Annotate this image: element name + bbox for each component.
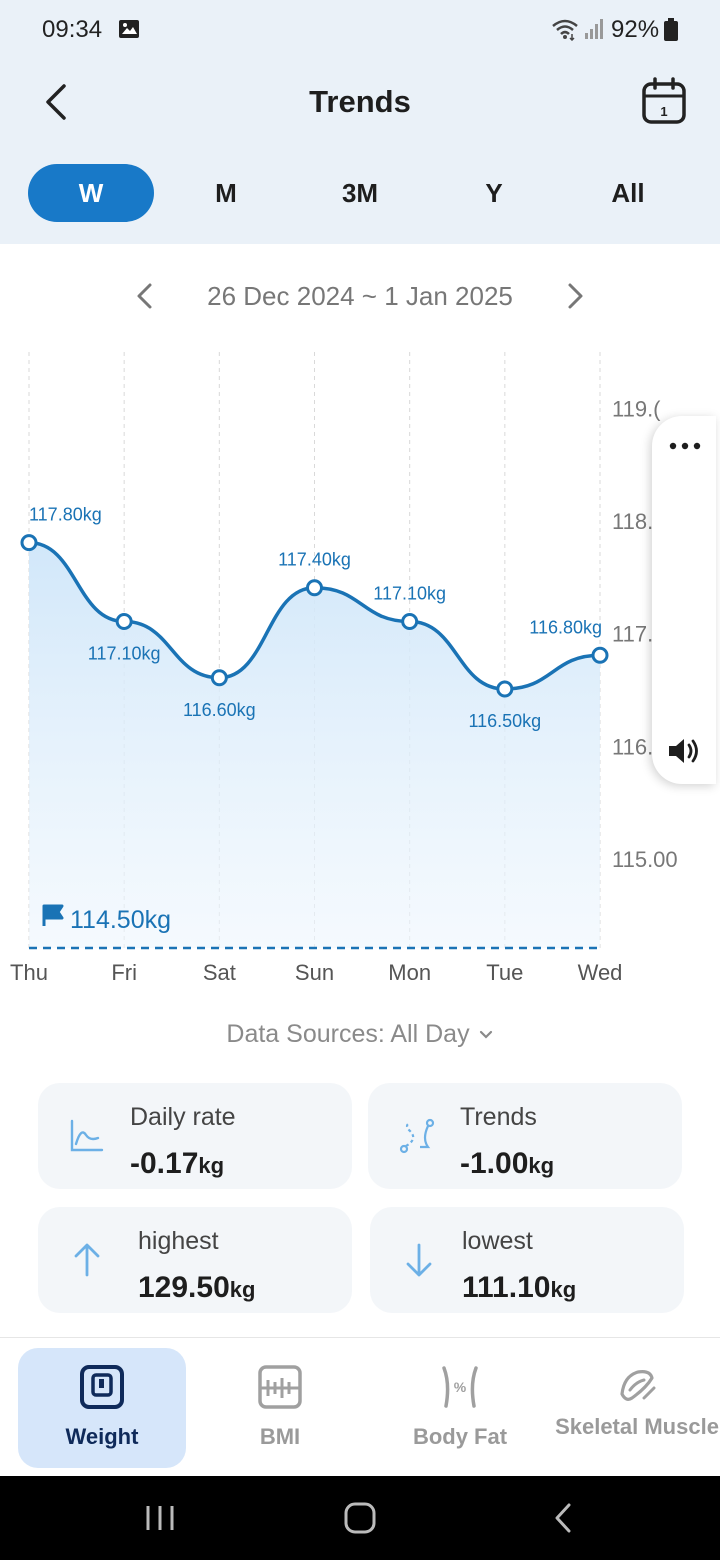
- bmi-meter-icon: [258, 1365, 302, 1409]
- y-axis-label: 115.00: [612, 847, 678, 872]
- svg-text:1: 1: [660, 104, 667, 119]
- signal-icon: [585, 19, 603, 39]
- status-time: 09:34: [42, 16, 103, 43]
- data-label: 117.40kg: [278, 550, 351, 570]
- tab-month[interactable]: M: [215, 177, 237, 208]
- goal-label: 114.50kg: [70, 906, 171, 934]
- volume-icon[interactable]: [666, 736, 702, 766]
- wifi-icon: [552, 19, 578, 41]
- daily-rate-chart-icon: [70, 1119, 104, 1152]
- previous-week-button[interactable]: [130, 280, 160, 312]
- x-axis-label: Mon: [388, 960, 431, 985]
- x-axis-label: Sun: [295, 960, 334, 985]
- svg-text:%: %: [454, 1379, 467, 1395]
- stat-value: -1.00kg: [460, 1147, 555, 1180]
- weight-trend-chart[interactable]: 114.50kg 117.80kg 117.10kg 116.60kg 117.40k…: [0, 340, 720, 990]
- data-label: 116.80kg: [529, 617, 602, 637]
- more-options-icon[interactable]: [668, 436, 702, 456]
- stat-value: 129.50kg: [138, 1271, 256, 1304]
- nav-skeletal-muscle[interactable]: Skeletal Muscle: [553, 1348, 720, 1468]
- bottom-navigation: Weight BMI % Body Fat Skeletal Muscle: [0, 1337, 720, 1475]
- data-point[interactable]: [591, 646, 609, 664]
- home-button[interactable]: [340, 1502, 380, 1534]
- battery-icon: [664, 18, 678, 41]
- arrow-down-icon: [406, 1243, 432, 1277]
- top-region: 09:34 92% Trends: [0, 0, 720, 244]
- tab-3-months[interactable]: 3M: [341, 177, 379, 208]
- gallery-notification-icon: [119, 20, 139, 38]
- data-point[interactable]: [20, 534, 38, 552]
- data-point[interactable]: [496, 680, 514, 698]
- goal-flag-icon: [42, 904, 64, 926]
- data-point[interactable]: [306, 579, 323, 597]
- stat-label: Daily rate: [130, 1103, 236, 1131]
- arrow-up-icon: [74, 1243, 100, 1277]
- highest-card[interactable]: highest 129.50kg: [38, 1207, 352, 1313]
- data-label: 116.60kg: [183, 700, 256, 720]
- nav-label: Skeletal Muscle: [555, 1414, 719, 1439]
- tab-week[interactable]: W: [28, 164, 154, 222]
- nav-body-fat[interactable]: % Body Fat: [376, 1348, 544, 1468]
- page-title: Trends: [309, 84, 411, 119]
- y-axis-label: 117.: [612, 622, 653, 647]
- status-bar: 09:34 92%: [0, 0, 720, 60]
- nav-bmi[interactable]: BMI: [196, 1348, 364, 1468]
- period-tabs: W M 3M Y All: [0, 164, 720, 224]
- lowest-card[interactable]: lowest 111.10kg: [370, 1207, 684, 1313]
- stat-value: 111.10kg: [462, 1271, 577, 1304]
- data-point[interactable]: [210, 669, 228, 687]
- system-navigation-bar: [0, 1476, 720, 1560]
- nav-label: Weight: [65, 1424, 139, 1449]
- stat-label: highest: [138, 1227, 219, 1255]
- nav-label: Body Fat: [412, 1424, 508, 1449]
- scale-icon: [80, 1365, 124, 1409]
- y-axis-label: 118.: [612, 509, 653, 534]
- stat-label: Trends: [460, 1103, 537, 1131]
- data-label: 117.80kg: [29, 505, 102, 525]
- trends-card[interactable]: Trends -1.00kg: [368, 1083, 682, 1189]
- data-point[interactable]: [401, 612, 419, 630]
- muscle-icon: [620, 1370, 656, 1401]
- tab-all[interactable]: All: [611, 177, 645, 208]
- floating-side-panel: [652, 416, 716, 784]
- recent-apps-button[interactable]: [140, 1502, 180, 1534]
- nav-label: BMI: [259, 1424, 301, 1449]
- data-sources-selector[interactable]: Data Sources: All Day: [0, 1020, 720, 1049]
- weight-area-fill: [29, 542, 600, 948]
- nav-weight[interactable]: Weight: [18, 1348, 186, 1468]
- x-axis-label: Wed: [578, 960, 623, 985]
- x-axis-label: Thu: [10, 960, 48, 985]
- x-axis-label: Sat: [203, 960, 236, 985]
- calendar-icon[interactable]: 1: [640, 76, 688, 126]
- chevron-down-icon: [479, 1031, 492, 1039]
- stat-value: -0.17kg: [130, 1147, 225, 1180]
- system-back-button[interactable]: [544, 1502, 584, 1534]
- data-point[interactable]: [115, 612, 133, 630]
- data-label: 117.10kg: [88, 643, 161, 663]
- body-fat-icon: %: [442, 1366, 478, 1408]
- y-axis-label: 119.(: [612, 397, 661, 422]
- data-label: 116.50kg: [468, 711, 541, 731]
- stat-label: lowest: [462, 1227, 533, 1255]
- x-axis-label: Fri: [111, 960, 137, 985]
- x-axis-label: Tue: [486, 960, 523, 985]
- data-label: 117.10kg: [373, 583, 446, 603]
- battery-percentage: 92%: [611, 16, 660, 43]
- tab-year[interactable]: Y: [485, 177, 503, 208]
- next-week-button[interactable]: [560, 280, 590, 312]
- back-button[interactable]: [38, 80, 78, 124]
- trend-path-icon: [399, 1118, 435, 1154]
- daily-rate-card[interactable]: Daily rate -0.17kg: [38, 1083, 352, 1189]
- date-range: 26 Dec 2024 ~ 1 Jan 2025: [207, 281, 513, 311]
- data-sources-label: Data Sources: All Day: [226, 1020, 470, 1048]
- goal-marker: 114.50kg: [42, 904, 171, 934]
